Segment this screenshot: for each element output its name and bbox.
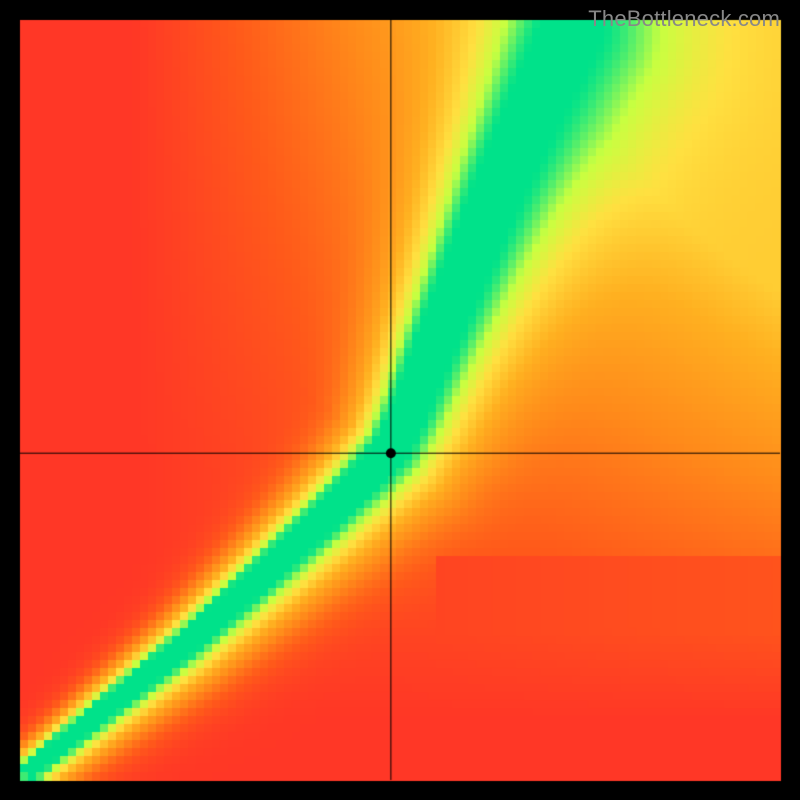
watermark-text: TheBottleneck.com xyxy=(588,6,780,32)
chart-container: TheBottleneck.com xyxy=(0,0,800,800)
bottleneck-heatmap xyxy=(0,0,800,800)
